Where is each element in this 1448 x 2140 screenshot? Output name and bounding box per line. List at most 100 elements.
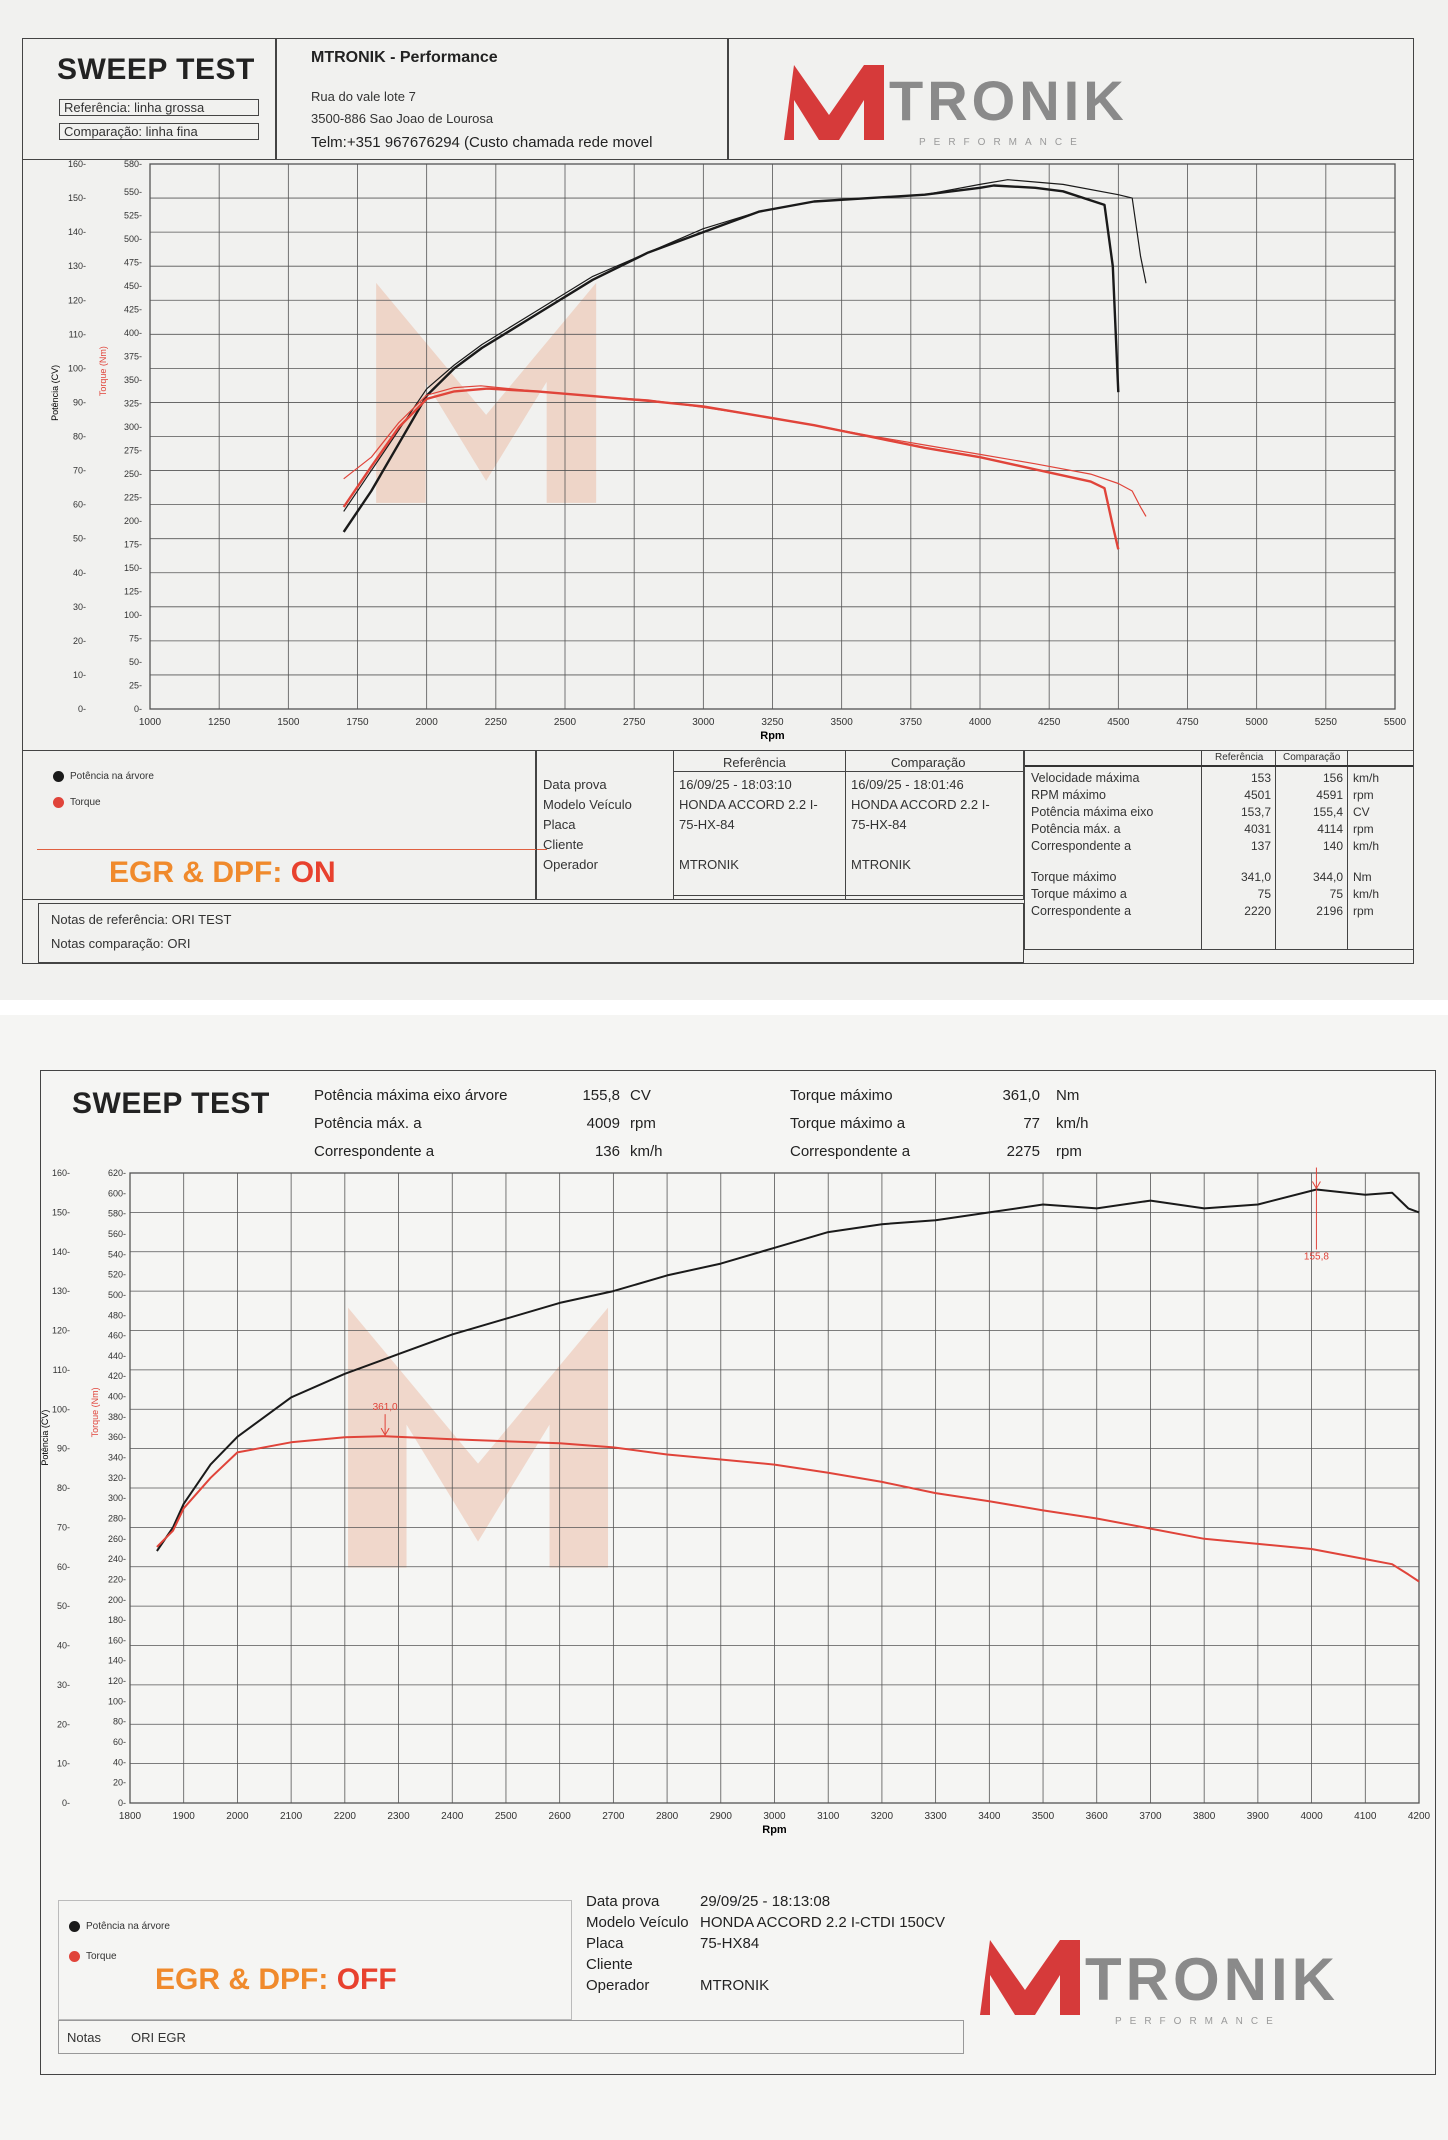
logo-m-mark: [784, 65, 884, 140]
dyno-sheet-egr-off: SWEEP TEST 1800 1900 2000 2100 2200 2300 2400 2…: [0, 1015, 1448, 2140]
summary-power-label: Correspondente a: [314, 1143, 435, 1160]
x-tick-label: 4100: [1354, 1811, 1377, 1822]
stats-row-label: Correspondente a: [1031, 839, 1132, 853]
summary-torque-unit: rpm: [1056, 1143, 1082, 1160]
x-tick-label: 2100: [280, 1811, 303, 1822]
summary-power-unit: km/h: [630, 1143, 663, 1160]
x-tick-label: 5000: [1246, 717, 1269, 728]
summary-torque-value: 77: [1023, 1115, 1040, 1132]
info2-row-label: Operador: [586, 1977, 650, 1994]
legend2-power: Potência na árvore: [69, 1921, 170, 1932]
power-tick-label: 70-: [73, 466, 86, 476]
stats-row-cmp: 344,0: [1312, 870, 1343, 884]
torque-tick-label: 40-: [113, 1757, 126, 1767]
torque-tick-label: 125-: [124, 587, 142, 597]
sheet2-notes-box: Notas ORI EGR: [58, 2020, 964, 2054]
stats-row-label: Torque máximo a: [1031, 887, 1127, 901]
x-tick-label: 2300: [387, 1811, 410, 1822]
torque-tick-label: 540-: [108, 1249, 126, 1259]
torque-tick-label: 450-: [124, 281, 142, 291]
stats-row-unit: Nm: [1353, 870, 1372, 884]
x-tick-label: 3100: [817, 1811, 840, 1822]
power-tick-label: 90-: [57, 1444, 70, 1454]
power-tick-label: 110-: [69, 329, 86, 339]
summary-torque-label: Correspondente a: [790, 1143, 911, 1160]
sheet1-phone: Telm:+351 967676294 (Custo chamada rede …: [311, 134, 653, 151]
power-tick-label: 30-: [73, 602, 86, 612]
x-tick-label: 2700: [602, 1811, 625, 1822]
summary-torque-value: 2275: [1006, 1143, 1040, 1160]
torque-tick-label: 600-: [108, 1188, 126, 1198]
annotation-label: 361,0: [373, 1402, 398, 1413]
x-tick-label: 3750: [900, 717, 923, 728]
mtronik-logo: TRONIK PERFORMANCE: [784, 65, 1124, 148]
x-tick-label: 1250: [208, 717, 231, 728]
sheet1-ref-label: Referência: linha grossa: [59, 99, 259, 116]
x-tick-label: 1800: [119, 1811, 142, 1822]
stats-header-ref: Referência: [1215, 752, 1264, 763]
stats-row-cmp: 4591: [1316, 788, 1343, 802]
stats-row-label: Torque máximo: [1031, 870, 1117, 884]
power-tick-label: 60-: [73, 500, 86, 510]
y-axis-label-power: Potência (CV): [40, 1410, 50, 1466]
x-tick-label: 5500: [1384, 717, 1407, 728]
watermark-m: [348, 1307, 609, 1568]
power-tick-label: 100-: [68, 363, 86, 373]
torque-tick-label: 520-: [108, 1270, 126, 1280]
legend2-power-label: Potência na árvore: [86, 1921, 170, 1933]
torque-tick-label: 300-: [124, 422, 142, 432]
x-tick-label: 3700: [1139, 1811, 1162, 1822]
sweep-chart-reference: 1000 1250 1500 1750 2000 2250 2500 2750 3000 3250…: [50, 160, 1407, 742]
torque-tick-label: 20-: [113, 1778, 126, 1788]
torque-tick-label: 500-: [124, 234, 142, 244]
stats-row-ref: 75: [1257, 887, 1271, 901]
stats-row-cmp: 4114: [1317, 822, 1343, 836]
notes2-label: Notas: [67, 2030, 101, 2045]
legend2-torque: Torque: [69, 1951, 117, 1962]
power-tick-label: 150-: [68, 193, 86, 203]
torque-tick-label: 175-: [124, 540, 142, 550]
sheet2-legend-box: Potência na árvore Torque EGR & DPF: OFF: [58, 1900, 572, 2020]
stats-row-cmp: 155,4: [1312, 805, 1343, 819]
torque-curve: [156, 1435, 1420, 1583]
stats-header-cmp: Comparação: [1283, 752, 1341, 763]
torque-tick-label: 180-: [108, 1615, 126, 1625]
torque-tick-label: 240-: [108, 1554, 126, 1564]
sheet1-address1: Rua do vale lote 7: [311, 89, 416, 104]
torque-tick-label: 400-: [108, 1392, 126, 1402]
sheet1-cmp-label: Comparação: linha fina: [59, 123, 259, 140]
power-tick-label: 120-: [52, 1326, 70, 1336]
x-tick-label: 3000: [763, 1811, 786, 1822]
stats-row-cmp: 156: [1322, 771, 1343, 785]
torque-tick-label: 225-: [124, 493, 142, 503]
info-row-label: Modelo Veículo: [543, 797, 632, 812]
stats-row-ref: 137: [1250, 839, 1271, 853]
summary-power-value: 4009: [586, 1115, 620, 1132]
power-tick-label: 130-: [52, 1286, 70, 1296]
torque-curve-thin: [343, 385, 1147, 517]
info2-row-label: Data prova: [586, 1893, 660, 1910]
torque-tick-label: 580-: [124, 160, 142, 169]
info-row-ref: 16/09/25 - 18:03:10: [679, 777, 792, 792]
x-tick-label: 4000: [1300, 1811, 1323, 1822]
info-row-label: Placa: [543, 817, 576, 832]
power-curve-thin: [343, 179, 1147, 512]
x-tick-label: 3400: [978, 1811, 1001, 1822]
info-row-label: Data prova: [543, 777, 607, 792]
egr-dpf-annotation-2: EGR & DPF: OFF: [155, 1963, 397, 1997]
chart-grid: [149, 163, 1396, 710]
power-tick-label: 70-: [57, 1522, 70, 1532]
legend2-power-swatch: [69, 1921, 80, 1932]
x-tick-label: 5250: [1315, 717, 1338, 728]
chart-grid: [129, 1172, 1420, 1804]
annotation-arrowhead: [1311, 1181, 1321, 1190]
torque-tick-label: 140-: [108, 1656, 126, 1666]
chart-axes: 1800 1900 2000 2100 2200 2300 2400 2500 2600 2700…: [52, 1168, 1431, 1822]
x-axis-label: Rpm: [760, 730, 785, 742]
annotation-underline: [37, 849, 547, 900]
stats-row-unit: rpm: [1353, 822, 1374, 836]
info2-row-value: 75-HX84: [700, 1935, 760, 1952]
stats-row-unit: CV: [1353, 805, 1370, 819]
torque-tick-label: 560-: [108, 1229, 126, 1239]
power-tick-label: 0-: [78, 704, 86, 714]
